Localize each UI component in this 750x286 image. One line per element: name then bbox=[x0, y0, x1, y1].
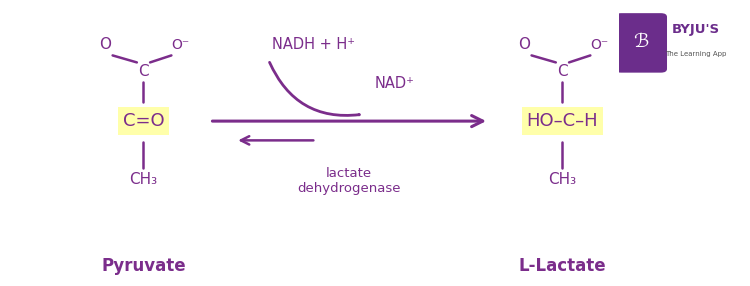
Text: O: O bbox=[518, 37, 530, 52]
FancyArrowPatch shape bbox=[269, 62, 359, 116]
Text: O⁻: O⁻ bbox=[171, 38, 189, 52]
Text: NAD⁺: NAD⁺ bbox=[375, 76, 415, 91]
Text: Pyruvate: Pyruvate bbox=[101, 257, 186, 275]
Text: L-Lactate: L-Lactate bbox=[518, 257, 606, 275]
Text: NADH + H⁺: NADH + H⁺ bbox=[272, 37, 355, 52]
Text: O⁻: O⁻ bbox=[590, 38, 608, 52]
Text: lactate
dehydrogenase: lactate dehydrogenase bbox=[298, 167, 401, 195]
Text: C: C bbox=[138, 64, 148, 79]
Text: C=O: C=O bbox=[123, 112, 164, 130]
Text: CH₃: CH₃ bbox=[130, 172, 158, 187]
Text: HO–C–H: HO–C–H bbox=[526, 112, 598, 130]
Text: The Learning App: The Learning App bbox=[664, 51, 726, 57]
Text: O: O bbox=[99, 37, 111, 52]
Text: C: C bbox=[557, 64, 568, 79]
Text: CH₃: CH₃ bbox=[548, 172, 577, 187]
Text: BYJU'S: BYJU'S bbox=[671, 23, 719, 36]
Text: ℬ: ℬ bbox=[633, 32, 649, 51]
FancyBboxPatch shape bbox=[615, 13, 667, 73]
